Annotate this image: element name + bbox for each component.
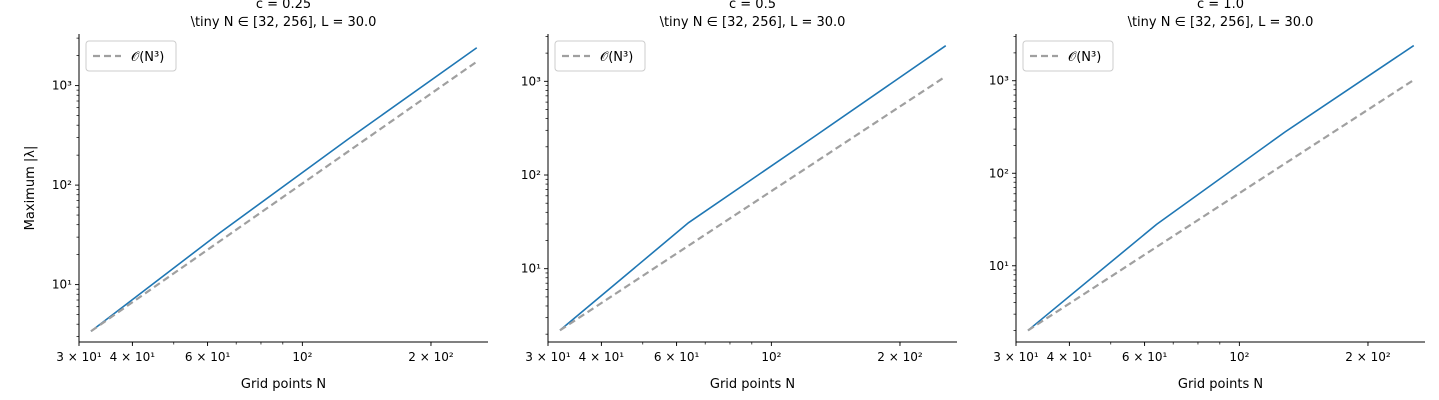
x-tick-label: 6 × 10¹	[185, 350, 231, 364]
x-axis-label: Grid points N	[241, 377, 326, 392]
legend-label: 𝒪(N³)	[131, 50, 164, 65]
legend-label: 𝒪(N³)	[1068, 50, 1101, 65]
y-tick-label: 10²	[989, 166, 1009, 180]
chart-title: c = 1.0	[1197, 0, 1244, 12]
legend-box	[1022, 40, 1114, 72]
reference-line	[90, 60, 478, 333]
x-axis-label: Grid points N	[710, 377, 795, 392]
chart-panel-2: c = 0.5 \tiny N ∈ [32, 256], L = 30.0 10¹ 1…	[521, 0, 957, 392]
chart-subtitle: \tiny N ∈ [32, 256], L = 30.0	[660, 15, 846, 30]
x-tick-label: 2 × 10²	[1345, 350, 1391, 364]
reference-line	[559, 75, 947, 332]
chart-panel-1: c = 0.25 \tiny N ∈ [32, 256], L = 30.0 10¹…	[23, 0, 488, 392]
x-tick-label: 2 × 10²	[877, 350, 923, 364]
legend-label: 𝒪(N³)	[600, 50, 633, 65]
x-tick-label: 2 × 10²	[408, 350, 454, 364]
y-tick-label: 10²	[521, 168, 541, 182]
x-tick-label: 10²	[761, 350, 781, 364]
x-tick-label: 10²	[292, 350, 312, 364]
y-tick-label: 10³	[52, 79, 72, 93]
y-axis-label: Maximum |λ|	[23, 146, 38, 231]
legend: 𝒪(N³)	[554, 40, 646, 72]
x-tick-label: 3 × 10¹	[56, 350, 102, 364]
y-tick-label: 10³	[521, 74, 541, 88]
x-tick-label: 10²	[1229, 350, 1249, 364]
y-tick-label: 10³	[989, 74, 1009, 88]
data-line	[559, 45, 947, 331]
legend: 𝒪(N³)	[85, 40, 177, 72]
chart-panel-3: c = 1.0 \tiny N ∈ [32, 256], L = 30.0 10¹ 1…	[989, 0, 1425, 392]
legend: 𝒪(N³)	[1022, 40, 1114, 72]
y-tick-label: 10²	[52, 178, 72, 192]
x-tick-label: 6 × 10¹	[1122, 350, 1168, 364]
legend-box	[554, 40, 646, 72]
x-tick-label: 4 × 10¹	[579, 350, 625, 364]
legend-box	[85, 40, 177, 72]
x-tick-label: 4 × 10¹	[1047, 350, 1093, 364]
x-tick-label: 3 × 10¹	[525, 350, 571, 364]
chart-title: c = 0.25	[256, 0, 311, 12]
chart-subtitle: \tiny N ∈ [32, 256], L = 30.0	[191, 15, 377, 30]
chart-subtitle: \tiny N ∈ [32, 256], L = 30.0	[1128, 15, 1314, 30]
data-line	[1027, 44, 1415, 332]
reference-line	[1027, 79, 1415, 332]
x-tick-label: 6 × 10¹	[654, 350, 700, 364]
x-tick-label: 4 × 10¹	[110, 350, 156, 364]
chart-title: c = 0.5	[729, 0, 776, 12]
y-tick-label: 10¹	[52, 278, 72, 292]
y-tick-label: 10¹	[521, 262, 541, 276]
data-line	[90, 47, 478, 332]
y-tick-label: 10¹	[989, 259, 1009, 273]
x-tick-label: 3 × 10¹	[993, 350, 1039, 364]
x-axis-label: Grid points N	[1178, 377, 1263, 392]
